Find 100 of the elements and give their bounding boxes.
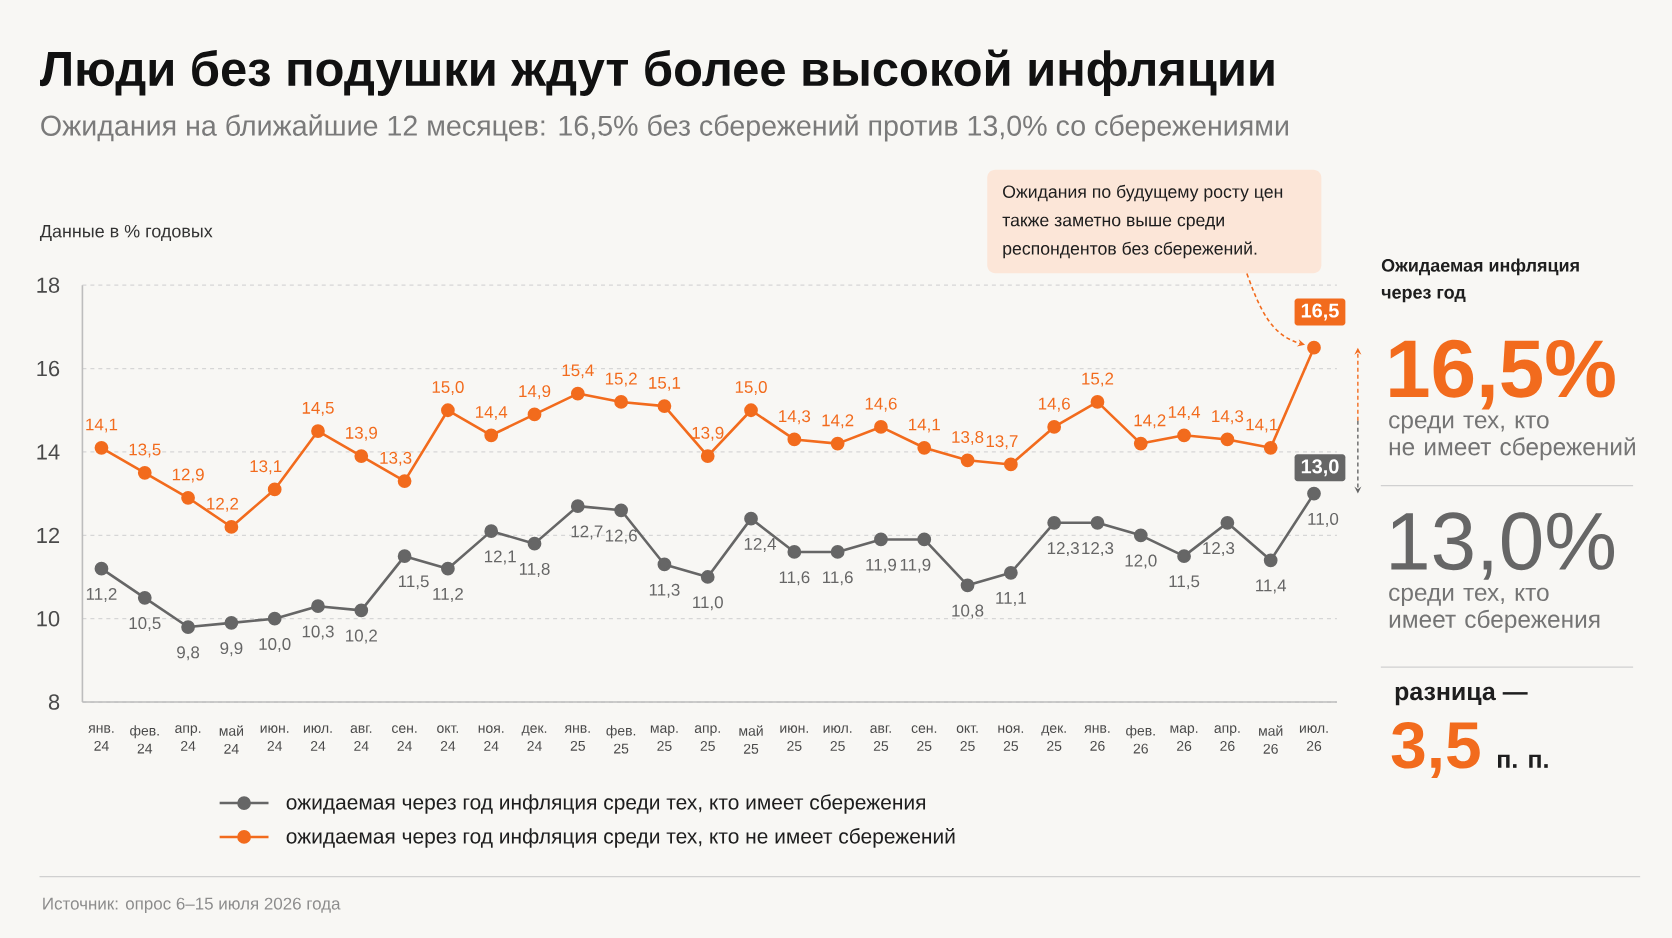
x-tick-label: июл. 26	[1299, 725, 1328, 751]
data-label: 15,4	[562, 364, 594, 379]
data-label: 14,5	[302, 401, 334, 416]
point	[570, 499, 585, 513]
data-label: 11,6	[779, 571, 810, 586]
data-label: 13,9	[346, 426, 377, 441]
point	[1220, 515, 1235, 530]
data-label: 14,6	[1038, 397, 1070, 412]
text: 3,5	[1391, 721, 1480, 778]
point	[1090, 394, 1105, 409]
point	[527, 407, 542, 422]
data-label: 14,4	[1168, 405, 1201, 420]
data-label: 14,9	[519, 384, 551, 399]
data-label: 11,8	[519, 562, 550, 577]
data-label: 11,9	[900, 558, 931, 573]
data-label: 11,1	[996, 591, 1026, 606]
point	[657, 399, 672, 413]
text: Ожидания по будущему росту цен также заметно выше среди респондентов без сбережений.	[1002, 184, 1283, 259]
data-label: 12,6	[605, 529, 637, 544]
y-tick-label: 18	[37, 277, 60, 293]
point	[1003, 565, 1018, 580]
x-tick-label: авг. 24	[350, 725, 372, 751]
x-tick-label: мар. 25	[650, 725, 678, 751]
data-label: 14,3	[1212, 409, 1244, 424]
x-tick-label: май 24	[219, 725, 243, 754]
chart-subtitle: Ожидания на ближайшие 12 месяцев: 16,5% без сбережений против 13,0% со сбережениями	[41, 114, 1288, 142]
point	[1047, 419, 1062, 434]
x-tick-label: июн. 24	[260, 725, 289, 751]
point	[397, 549, 412, 563]
x-tick-label: июл. 24	[303, 725, 332, 751]
data-label: 13,1	[250, 459, 282, 474]
text: 16,5%	[1390, 339, 1615, 410]
data-label: 14,1	[909, 418, 940, 433]
data-label: 11,2	[86, 587, 117, 602]
y-tick-label: 12	[37, 527, 60, 543]
point	[94, 440, 109, 455]
point	[614, 394, 628, 409]
point	[267, 611, 282, 626]
point	[1307, 340, 1321, 355]
annotation: 11,0	[1308, 512, 1339, 527]
data-label: 11,4	[1256, 579, 1287, 594]
data-label: 11,2	[433, 587, 463, 602]
point	[744, 511, 758, 526]
x-tick-label: окт. 25	[956, 725, 978, 751]
y-axis-title: Данные в % годовых	[39, 224, 213, 241]
data-label: 11,0	[693, 596, 723, 611]
data-label: 11,9	[866, 558, 897, 573]
point	[1047, 515, 1062, 530]
x-tick-label: апр. 26	[1214, 725, 1240, 751]
data-label: 11,5	[1169, 575, 1200, 590]
point	[874, 419, 888, 434]
point	[1133, 436, 1148, 451]
data-label: 12,1	[484, 550, 516, 565]
data-label: 12,3	[1203, 541, 1235, 556]
text: 13,0%	[1391, 512, 1615, 580]
data-label: 10,8	[952, 604, 984, 619]
point	[224, 519, 239, 534]
data-label: 14,1	[86, 418, 118, 433]
point	[657, 557, 672, 572]
x-tick-label: апр. 24	[175, 725, 201, 751]
point	[1307, 486, 1321, 501]
data-label: 14,3	[779, 409, 811, 424]
data-label: 12,0	[1125, 554, 1157, 569]
data-label: 12,2	[207, 497, 239, 512]
text: среди тех, кто не имеет сбережений	[1389, 415, 1635, 461]
point	[484, 524, 499, 538]
point	[744, 403, 758, 417]
x-tick-label: дек. 25	[1041, 725, 1066, 751]
point	[1220, 432, 1235, 447]
point	[1263, 553, 1278, 568]
y-tick-label: 8	[48, 694, 60, 710]
x-tick-label: ноя. 24	[478, 725, 504, 751]
data-label: 14,1	[1246, 418, 1278, 433]
data-label: 11,3	[649, 583, 680, 598]
point	[1003, 457, 1018, 472]
point	[354, 449, 369, 463]
data-label: 10,3	[302, 625, 334, 640]
point	[181, 619, 195, 634]
data-label: 13,9	[692, 426, 724, 441]
point	[917, 532, 932, 547]
data-label: 16,5	[1301, 303, 1339, 321]
point	[700, 569, 715, 584]
point	[1090, 515, 1105, 530]
x-tick-label: апр. 25	[694, 725, 720, 751]
point	[484, 428, 499, 442]
point	[181, 490, 195, 505]
data-label: 12,7	[571, 525, 603, 540]
y-tick-label: 14	[37, 444, 60, 460]
point	[700, 449, 715, 463]
data-label: 11,6	[823, 571, 853, 586]
point	[397, 474, 412, 488]
legend-label: ожидаемая через год инфляция среди тех, кто не имеет сбережений	[286, 827, 955, 848]
data-label: 14,6	[865, 397, 897, 412]
x-tick-label: фев. 25	[606, 725, 636, 754]
point	[570, 386, 585, 401]
x-tick-label: авг. 25	[870, 725, 891, 751]
point	[1133, 528, 1148, 543]
data-label: 10,5	[129, 616, 161, 631]
x-tick-label: янв. 26	[1084, 725, 1110, 751]
data-label: 12,3	[1047, 541, 1079, 556]
